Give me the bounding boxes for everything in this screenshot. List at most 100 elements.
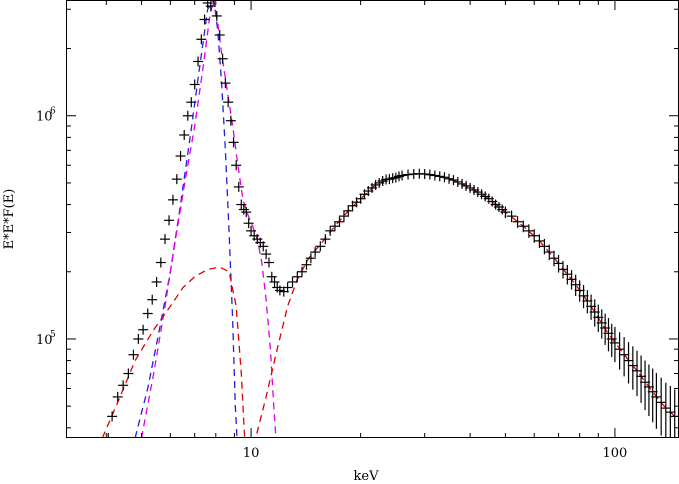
data-point xyxy=(266,271,277,282)
data-point xyxy=(338,211,349,222)
data-point xyxy=(263,257,274,268)
data-point xyxy=(155,257,166,268)
data-point xyxy=(228,137,239,148)
data-point xyxy=(151,276,162,287)
data-point xyxy=(558,261,569,279)
data-point xyxy=(220,78,231,89)
data-point xyxy=(196,34,207,45)
data-point xyxy=(609,326,620,363)
data-point xyxy=(310,247,321,258)
data-point xyxy=(627,346,638,390)
data-point xyxy=(205,1,216,12)
data-point xyxy=(179,129,190,140)
data-point xyxy=(570,274,581,297)
data-point xyxy=(518,220,529,233)
data-point xyxy=(208,0,219,5)
y-axis-label: E*E*F(E) xyxy=(2,189,17,250)
x-axis-label: keV xyxy=(354,469,380,484)
data-point xyxy=(225,115,236,126)
data-point xyxy=(439,172,450,183)
data-point xyxy=(261,249,272,260)
data-point xyxy=(241,207,252,218)
data-point xyxy=(103,433,114,438)
data-point xyxy=(534,234,545,248)
data-point xyxy=(424,169,435,180)
data-point xyxy=(118,380,129,391)
data-point xyxy=(231,160,242,171)
data-point xyxy=(448,175,459,186)
data-point xyxy=(397,170,408,181)
data-point xyxy=(282,282,293,293)
data-point xyxy=(199,14,210,25)
data-point xyxy=(434,171,445,182)
data-point xyxy=(223,97,234,108)
data-point xyxy=(457,178,468,189)
data-point xyxy=(193,56,204,67)
data-point xyxy=(107,411,118,422)
model-curve-2 xyxy=(140,0,277,438)
data-point xyxy=(614,332,625,370)
data-point xyxy=(523,224,534,238)
data-point xyxy=(211,10,222,21)
data-point xyxy=(429,170,440,181)
data-point xyxy=(171,174,182,185)
data-point xyxy=(164,215,175,226)
data-point xyxy=(258,241,269,252)
data-point xyxy=(159,234,170,245)
data-point xyxy=(128,349,139,360)
data-point xyxy=(287,276,298,287)
data-point xyxy=(147,294,158,305)
data-point xyxy=(133,333,144,344)
data-point xyxy=(623,342,634,384)
data-point xyxy=(305,253,316,264)
data-point xyxy=(269,276,280,287)
x-tick-label: 100 xyxy=(603,446,628,461)
data-point xyxy=(343,205,354,216)
data-point xyxy=(233,181,244,192)
data-point xyxy=(529,229,540,243)
data-point xyxy=(656,377,667,436)
data-point xyxy=(186,97,197,108)
data-point xyxy=(452,176,463,187)
data-point xyxy=(167,194,178,205)
data-point xyxy=(292,271,303,282)
y-tick-label: 10 xyxy=(36,333,53,348)
data-point xyxy=(189,79,200,90)
data-point xyxy=(619,337,630,377)
data-point xyxy=(142,308,153,319)
data-point xyxy=(138,324,149,335)
data-point xyxy=(566,270,577,290)
data-point xyxy=(506,210,517,223)
x-tick-label: 10 xyxy=(243,446,260,461)
data-point xyxy=(512,216,523,228)
plot-area xyxy=(101,0,679,438)
data-point xyxy=(112,391,123,402)
data-point xyxy=(320,234,331,245)
data-point xyxy=(632,350,643,397)
y-tick-label: 10 xyxy=(36,110,53,125)
y-tick-label-exponent: 6 xyxy=(50,107,56,117)
data-point xyxy=(562,264,573,285)
data-point xyxy=(651,372,662,429)
data-point xyxy=(217,53,228,64)
data-point xyxy=(461,180,472,191)
data-point xyxy=(636,355,647,403)
data-point xyxy=(236,199,247,210)
data-point xyxy=(182,110,193,121)
data-point xyxy=(329,221,340,232)
y-tick-label-exponent: 5 xyxy=(50,330,56,340)
data-point xyxy=(315,241,326,252)
axis-ticks xyxy=(66,0,679,438)
data-point xyxy=(500,206,511,219)
data-point xyxy=(175,151,186,162)
model-curve-1 xyxy=(134,0,238,438)
data-point xyxy=(296,266,307,277)
data-point xyxy=(301,259,312,270)
data-point xyxy=(123,368,134,379)
data-point xyxy=(214,29,225,40)
data-point xyxy=(243,218,254,229)
data-point xyxy=(238,204,249,215)
